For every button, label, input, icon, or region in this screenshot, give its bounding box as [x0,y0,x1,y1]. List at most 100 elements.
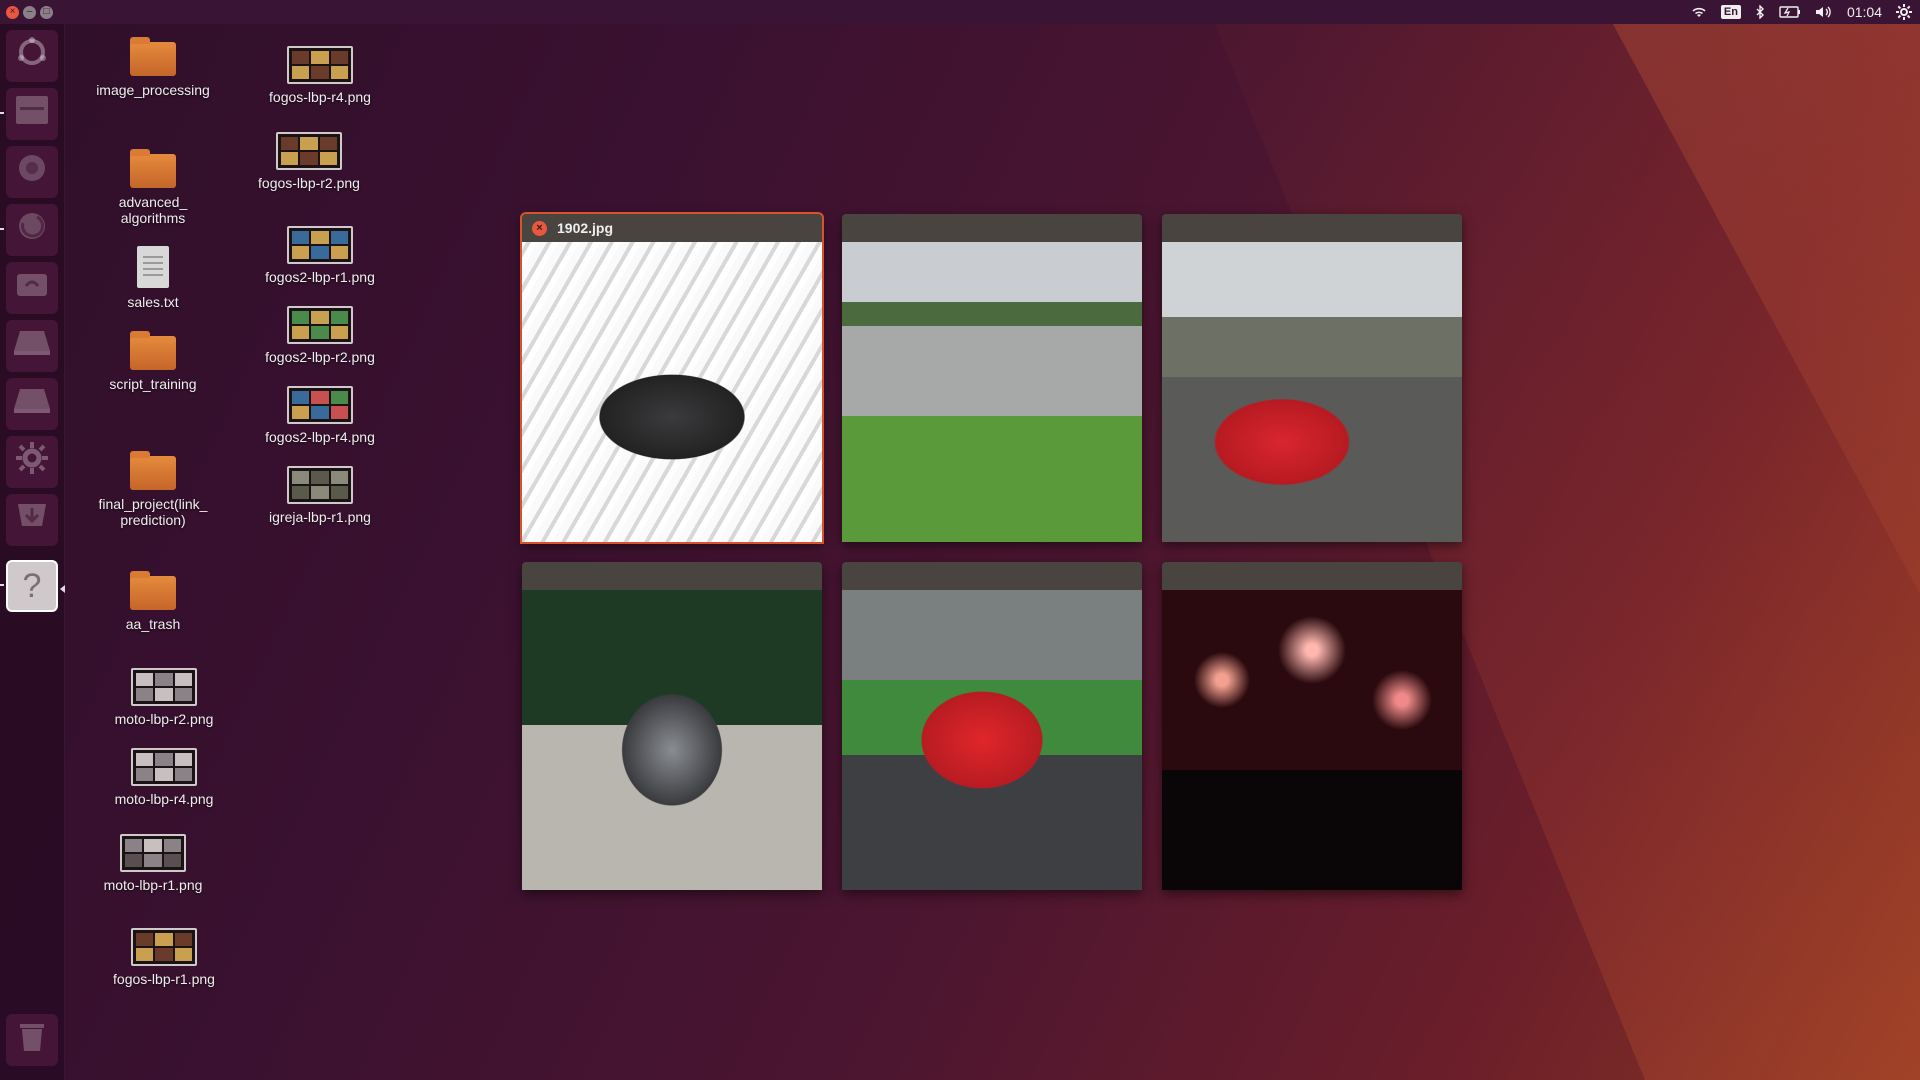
question-icon: ? [22,566,42,605]
desktop-icon-label: moto-lbp-r4.png [114,791,214,807]
browser-icon [15,151,49,193]
window-tile[interactable]: × 1902.jpg [520,212,824,544]
window-tile-titlebar [1162,562,1462,590]
image-thumbnail-icon [287,386,353,424]
ubuntu-logo-icon [15,35,49,77]
launcher-files[interactable] [6,88,58,140]
desktop-image-file[interactable]: moto-lbp-r1.png [88,834,218,893]
battery-icon[interactable] [1779,6,1801,18]
folder-icon [130,331,176,370]
launcher-firefox[interactable] [6,204,58,256]
desktop-icon-label: moto-lbp-r1.png [103,877,203,893]
launcher-settings[interactable] [6,436,58,488]
desktop-icon-label: fogos-lbp-r4.png [269,89,371,105]
window-preview-image [842,242,1142,542]
window-controls: × – □ [6,5,53,19]
desktop-icon-label: aa_trash [125,616,181,632]
launcher-trash[interactable] [6,1014,58,1066]
desktop-image-file[interactable]: fogos-lbp-r4.png [255,46,385,105]
desktop-icon-label: moto-lbp-r2.png [114,711,214,727]
top-panel: × – □ En 01:04 [0,0,1920,24]
window-tile[interactable] [1162,214,1462,542]
launcher-help[interactable]: ? [6,560,58,612]
desktop-image-file[interactable]: moto-lbp-r4.png [99,748,229,807]
drive-icon [12,385,52,423]
gear-icon [14,440,50,484]
gear-icon[interactable] [1896,4,1912,20]
desktop-icon-label: fogos2-lbp-r1.png [265,269,375,285]
image-thumbnail-icon [287,306,353,344]
launcher-software-center[interactable] [6,262,58,314]
image-thumbnail-icon [131,928,197,966]
bluetooth-icon[interactable] [1755,5,1765,19]
window-preview-image [522,590,822,890]
window-tile[interactable] [842,214,1142,542]
folder-icon [130,571,176,610]
desktop-folder[interactable]: aa_trash [88,571,218,632]
window-tile[interactable] [1162,562,1462,890]
drive-icon [12,327,52,365]
desktop-icon-label: sales.txt [127,294,179,310]
launcher: ? [0,24,65,1080]
window-tile-titlebar [1162,214,1462,242]
desktop-icon-label: fogos2-lbp-r2.png [265,349,375,365]
window-tile-titlebar [522,562,822,590]
launcher-dash-home[interactable] [6,30,58,82]
desktop-icon-label: fogos-lbp-r1.png [113,971,215,987]
desktop-folder[interactable]: script_training [88,331,218,392]
image-thumbnail-icon [131,748,197,786]
desktop-image-file[interactable]: moto-lbp-r2.png [99,668,229,727]
desktop-image-file[interactable]: igreja-lbp-r1.png [255,466,385,525]
shopping-bag-icon [14,268,50,308]
trash-icon [17,1019,47,1061]
volume-icon[interactable] [1815,5,1833,19]
image-thumbnail-icon [287,466,353,504]
desktop-image-file[interactable]: fogos-lbp-r1.png [99,928,229,987]
desktop-text-file[interactable]: sales.txt [88,246,218,310]
image-thumbnail-icon [276,132,342,170]
desktop-icon-label: final_project(link_ prediction) [98,496,208,528]
window-tile-titlebar: × 1902.jpg [522,214,822,242]
window-minimize-button[interactable]: – [23,5,36,19]
window-close-button[interactable]: × [6,5,19,19]
text-file-icon [137,246,169,288]
window-title: 1902.jpg [557,220,614,236]
window-preview-image [842,590,1142,890]
window-preview-image [1162,242,1462,542]
launcher-browser[interactable] [6,146,58,198]
window-tile-titlebar [842,562,1142,590]
firefox-icon [15,209,49,251]
close-icon[interactable]: × [532,220,547,236]
window-tile[interactable] [842,562,1142,890]
window-tile-titlebar [842,214,1142,242]
desktop-folder[interactable]: final_project(link_ prediction) [88,451,218,528]
wifi-icon[interactable] [1691,6,1707,18]
launcher-drive-1[interactable] [6,320,58,372]
launcher-drive-2[interactable] [6,378,58,430]
image-thumbnail-icon [120,834,186,872]
desktop-folder[interactable]: image_processing [88,37,218,98]
window-tile[interactable] [522,562,822,890]
download-icon [14,500,50,540]
desktop-icon-label: fogos-lbp-r2.png [258,175,360,191]
window-maximize-button[interactable]: □ [40,5,53,19]
image-thumbnail-icon [131,668,197,706]
clock[interactable]: 01:04 [1846,4,1882,20]
desktop-image-file[interactable]: fogos-lbp-r2.png [244,132,374,191]
folder-icon [130,451,176,490]
desktop-icon-label: fogos2-lbp-r4.png [265,429,375,445]
launcher-downloads[interactable] [6,494,58,546]
keyboard-layout-indicator[interactable]: En [1720,5,1741,19]
desktop-image-file[interactable]: fogos2-lbp-r2.png [255,306,385,365]
folder-icon [130,37,176,76]
desktop-image-file[interactable]: fogos2-lbp-r4.png [255,386,385,445]
desktop-folder[interactable]: advanced_ algorithms [88,149,218,226]
image-thumbnail-icon [287,226,353,264]
image-thumbnail-icon [287,46,353,84]
desktop-image-file[interactable]: fogos2-lbp-r1.png [255,226,385,285]
desktop-icon-label: advanced_ algorithms [118,194,188,226]
folder-icon [130,149,176,188]
desktop-icon-label: script_training [109,376,197,392]
file-cabinet-icon [14,94,50,134]
window-preview-image [522,242,822,542]
